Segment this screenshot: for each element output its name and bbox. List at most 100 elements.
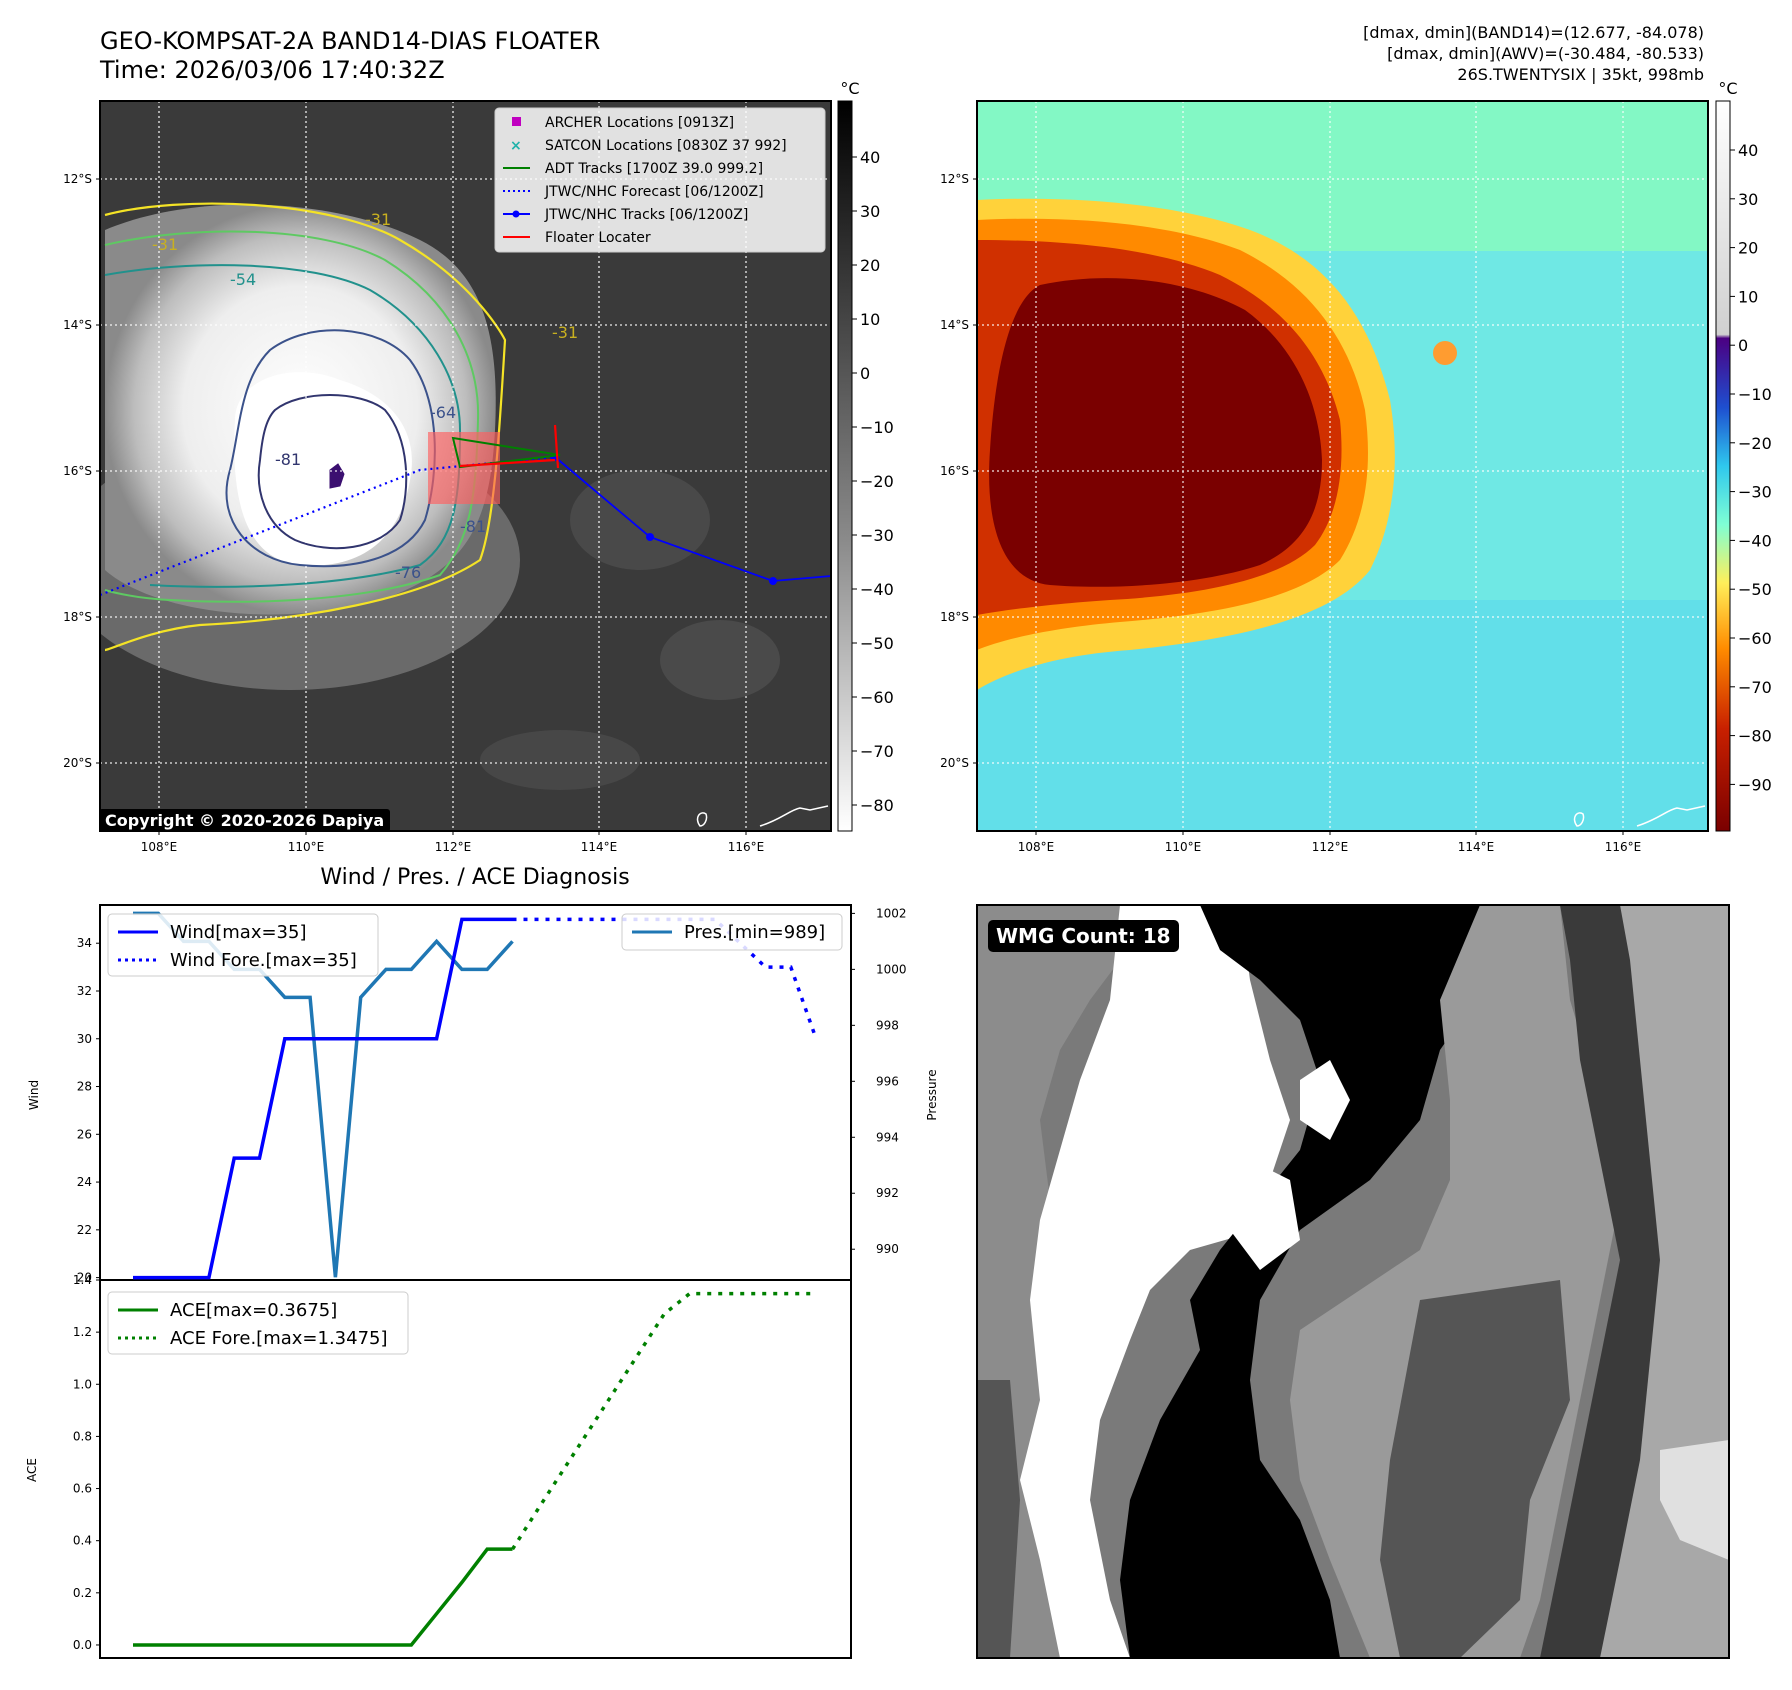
map-legend: ARCHER Locations [0913Z] × SATCON Location…: [494, 107, 826, 253]
awv-colorbar-tick: 0: [1738, 336, 1748, 355]
awv-cold-core: [989, 278, 1322, 587]
awv-colorbar-tick: −50: [1738, 580, 1772, 599]
wmg-white-region: [1020, 905, 1290, 1658]
ir-colorbar-tick: −50: [860, 634, 894, 653]
pres-tick: 990: [876, 1242, 899, 1256]
awv-colorbar: °C 40 30 20 10 0 −10 −20 −30 −40 −50 −60 −70 −80 −90: [1715, 79, 1772, 832]
lon-label: 114°E: [581, 840, 618, 854]
ir-map-panel: -31 -31 -54 -64 -81 -81 -76 -31 ARCHER L…: [99, 100, 832, 832]
legend-label: Floater Locater: [545, 230, 651, 246]
legend-entry: Floater Locater: [503, 230, 651, 246]
ir-colorbar-tick: 40: [860, 148, 880, 167]
legend-ace: ACE[max=0.3675]: [170, 1300, 337, 1321]
floater-locater: [459, 424, 560, 469]
wind-legend: Wind[max=35] Wind Fore.[max=35]: [107, 913, 379, 977]
ir-colorbar-tick: −30: [860, 526, 894, 545]
legend-wind-fore: Wind Fore.[max=35]: [170, 950, 357, 971]
awv-colorbar-tick: −80: [1738, 727, 1772, 746]
contour-label: -81: [460, 517, 486, 536]
awv-colorbar-tick: 40: [1738, 141, 1758, 160]
ir-colorbar-tick: −40: [860, 580, 894, 599]
awv-map-frame: [976, 100, 1709, 832]
pres-tick: 998: [876, 1018, 899, 1032]
wind-tick: 32: [77, 984, 92, 998]
ir-colorbar-tick: 0: [860, 364, 870, 383]
ir-colorbar: °C 40 30 20 10 0 −10 −20 −30 −40 −50 −60 −70 −80: [837, 79, 894, 832]
ir-colorbar-tick: 10: [860, 310, 880, 329]
awv-colorbar-tick: −30: [1738, 483, 1772, 502]
lon-label: 108°E: [1018, 840, 1055, 854]
pres-tick: 1002: [876, 906, 907, 920]
wind-tick: 24: [77, 1175, 92, 1189]
ace-axis-label: ACE: [25, 1458, 39, 1482]
legend-pres: Pres.[min=989]: [684, 922, 825, 943]
wind-axis-label: Wind: [27, 1080, 41, 1110]
ace-tick: 0.4: [73, 1534, 92, 1548]
lon-label: 108°E: [141, 840, 178, 854]
ace-forecast-line: [511, 1291, 817, 1551]
diag-title: Wind / Pres. / ACE Diagnosis: [320, 865, 629, 890]
wind-tick: 28: [77, 1080, 92, 1094]
legend-entry: ADT Tracks [1700Z 39.0 999.2]: [503, 161, 763, 177]
contour-label: -64: [430, 403, 456, 422]
awv-colorbar-tick: 30: [1738, 190, 1758, 209]
legend-label: JTWC/NHC Forecast [06/1200Z]: [544, 184, 764, 200]
ace-tick: 0.8: [73, 1429, 92, 1443]
diagnosis-panel: Wind / Pres. / ACE Diagnosis Wind Pressu…: [25, 865, 939, 1659]
lon-label: 114°E: [1458, 840, 1495, 854]
copyright-badge: Copyright © 2020-2026 Dapiya: [99, 809, 391, 832]
wind-tick: 20: [77, 1271, 92, 1285]
wmg-panel: [976, 904, 1730, 1659]
lat-label: 12°S: [63, 172, 92, 186]
ir-colorbar-unit: °C: [840, 79, 859, 98]
awv-colorbar-tick: −60: [1738, 629, 1772, 648]
wmg-frame: [976, 904, 1730, 1659]
ace-line: [133, 1547, 513, 1647]
contour-label: -31: [365, 210, 391, 229]
legend-label: ARCHER Locations [0913Z]: [545, 115, 734, 131]
awv-colorbar-tick: −40: [1738, 531, 1772, 550]
legend-entry: × SATCON Locations [0830Z 37 992]: [510, 138, 787, 154]
pres-tick: 992: [876, 1186, 899, 1200]
legend-wind: Wind[max=35]: [170, 922, 307, 943]
contour-label: -54: [230, 270, 256, 289]
legend-ace-fore: ACE Fore.[max=1.3475]: [170, 1328, 388, 1349]
pres-legend: Pres.[min=989]: [621, 913, 843, 951]
pres-tick: 994: [876, 1130, 899, 1144]
awv-colorbar-tick: 10: [1738, 287, 1758, 306]
lat-label: 18°S: [63, 610, 92, 624]
ir-colorbar-tick: −80: [860, 796, 894, 815]
adt-track: [451, 436, 561, 469]
awv-colorbar-tick: −10: [1738, 385, 1772, 404]
wind-line: [133, 917, 513, 1280]
lat-label: 16°S: [63, 464, 92, 478]
wind-tick: 26: [77, 1127, 92, 1141]
awv-map-panel: [976, 100, 1709, 832]
ace-tick: 0.6: [73, 1482, 92, 1496]
info-band14: [dmax, dmin](BAND14)=(12.677, -84.078): [1363, 23, 1704, 42]
ir-colorbar-tick: −20: [860, 472, 894, 491]
legend-label: SATCON Locations [0830Z 37 992]: [545, 138, 787, 154]
lon-label: 110°E: [288, 840, 325, 854]
ace-tick: 1.4: [73, 1273, 92, 1287]
svg-text:×: ×: [510, 138, 522, 154]
ir-colorbar-tick: −60: [860, 688, 894, 707]
legend-label: ADT Tracks [1700Z 39.0 999.2]: [545, 161, 763, 177]
lat-label: 20°S: [63, 756, 92, 770]
lon-label: 110°E: [1165, 840, 1202, 854]
ace-legend: ACE[max=0.3675] ACE Fore.[max=1.3475]: [107, 1291, 409, 1355]
legend-entry: JTWC/NHC Forecast [06/1200Z]: [503, 184, 764, 200]
ace-tick: 0.2: [73, 1586, 92, 1600]
contour-label: -76: [395, 563, 421, 582]
lon-label: 116°E: [1605, 840, 1642, 854]
ir-colorbar-tick: 20: [860, 256, 880, 275]
legend-label: JTWC/NHC Tracks [06/1200Z]: [544, 207, 748, 223]
lon-label: 112°E: [1312, 840, 1349, 854]
wind-tick: 34: [77, 936, 92, 950]
lat-label: 20°S: [940, 756, 969, 770]
pres-tick: 1000: [876, 962, 907, 976]
ir-map-frame: [99, 100, 832, 832]
figure-title: GEO-KOMPSAT-2A BAND14-DIAS FLOATER: [100, 27, 601, 55]
wmg-count-badge: WMG Count: 18: [988, 920, 1179, 952]
